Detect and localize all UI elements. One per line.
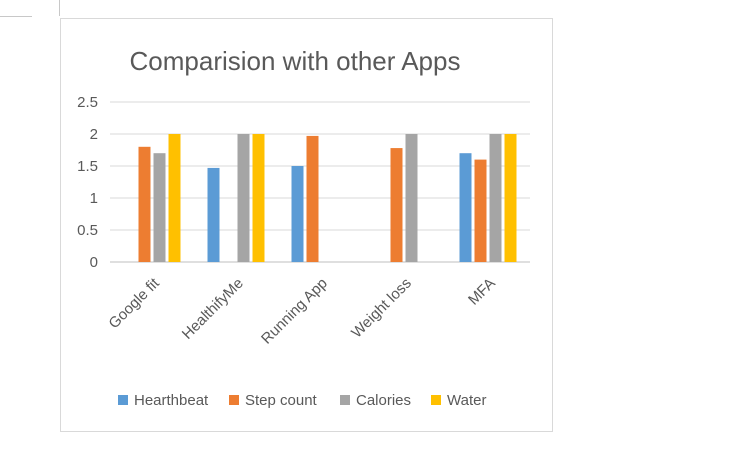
- x-category-label: Google fit: [105, 274, 163, 332]
- y-tick-label: 1.5: [77, 158, 98, 175]
- legend-label: Step count: [245, 392, 318, 409]
- y-axis-ticks: 0 0.5 1 1.5 2 2.5: [77, 94, 98, 271]
- bar-step-count-mfa[interactable]: [474, 159, 487, 262]
- legend-label: Calories: [356, 392, 411, 409]
- bar-hearthbeat-healthifyme[interactable]: [207, 167, 220, 262]
- legend-swatch: [118, 395, 128, 405]
- x-category-label: MFA: [465, 275, 499, 309]
- page-margin-mark-horizontal: [0, 16, 32, 17]
- bar-hearthbeat-running-app[interactable]: [291, 166, 304, 262]
- legend-swatch: [229, 395, 239, 405]
- y-tick-label: 0: [90, 254, 98, 271]
- legend-label: Water: [447, 392, 486, 409]
- bar-water-google-fit[interactable]: [168, 134, 181, 262]
- x-category-label: Running App: [258, 275, 331, 348]
- y-tick-label: 1: [90, 190, 98, 207]
- bar-water-mfa[interactable]: [504, 134, 517, 262]
- legend-swatch: [340, 395, 350, 405]
- chart-title: Comparision with other Apps: [130, 46, 461, 76]
- x-category-label: Weight loss: [348, 275, 415, 342]
- bar-calories-weight-loss[interactable]: [405, 134, 418, 262]
- legend-label: Hearthbeat: [134, 392, 209, 409]
- bar-hearthbeat-mfa[interactable]: [459, 153, 472, 262]
- bars: [138, 134, 517, 262]
- y-tick-label: 0.5: [77, 222, 98, 239]
- category-labels: Google fit HealthifyMe Running App Weight l…: [105, 274, 498, 347]
- y-tick-label: 2.5: [77, 94, 98, 111]
- legend: Hearthbeat Step count Calories Water: [118, 392, 486, 409]
- bar-step-count-running-app[interactable]: [306, 135, 319, 262]
- page-margin-mark-vertical: [59, 0, 60, 16]
- bar-calories-google-fit[interactable]: [153, 153, 166, 262]
- y-tick-label: 2: [90, 126, 98, 143]
- x-category-label: HealthifyMe: [179, 275, 247, 343]
- bar-calories-mfa[interactable]: [489, 134, 502, 262]
- legend-swatch: [431, 395, 441, 405]
- bar-step-count-weight-loss[interactable]: [390, 148, 403, 262]
- bar-water-healthifyme[interactable]: [252, 134, 265, 262]
- bar-calories-healthifyme[interactable]: [237, 134, 250, 262]
- bar-step-count-google-fit[interactable]: [138, 146, 151, 262]
